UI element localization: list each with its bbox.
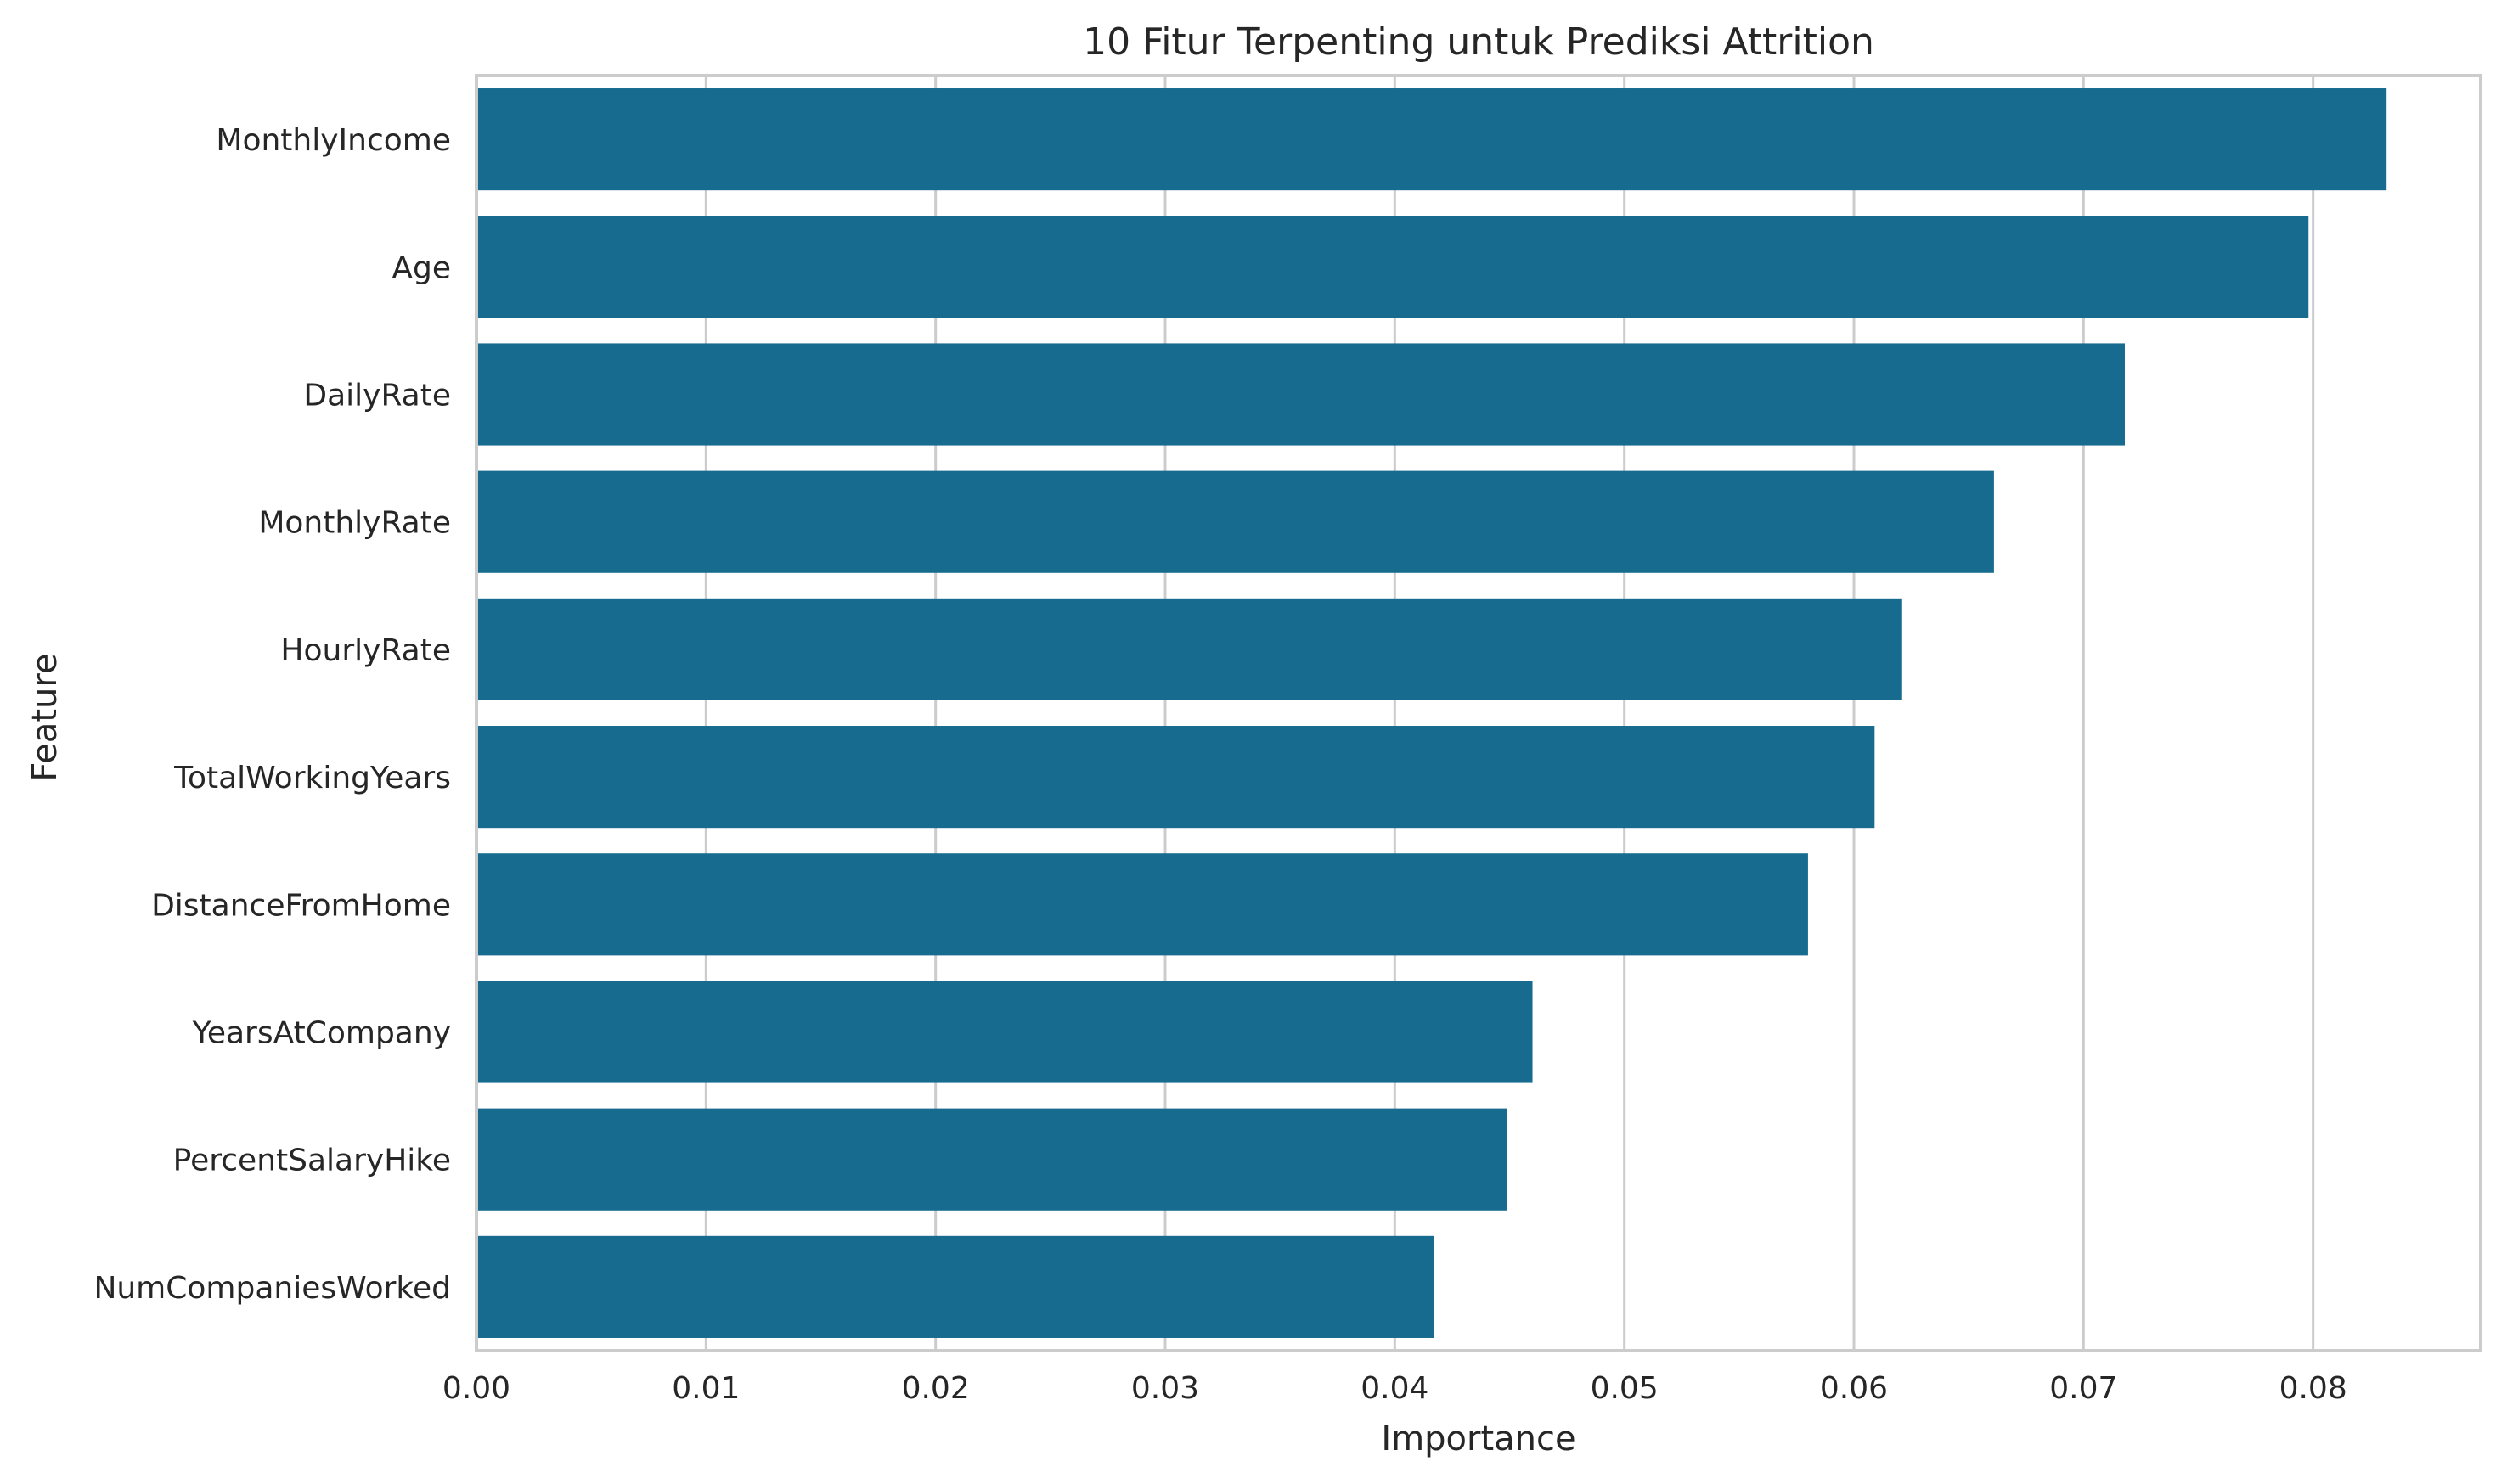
x-tick-label: 0.01: [672, 1371, 740, 1406]
x-tick-label: 0.05: [1591, 1371, 1659, 1406]
y-tick-label: MonthlyIncome: [216, 123, 451, 158]
x-tick-label: 0.00: [442, 1371, 510, 1406]
bar-monthlyincome: [476, 88, 2387, 191]
x-tick-label: 0.03: [1131, 1371, 1199, 1406]
y-tick-label: Age: [392, 250, 451, 285]
bar-totalworkingyears: [476, 726, 1875, 829]
bar-dailyrate: [476, 343, 2125, 446]
bar-distancefromhome: [476, 853, 1808, 956]
y-axis-label: Feature: [25, 653, 65, 781]
y-tick-label: HourlyRate: [280, 633, 451, 668]
bar-percentsalaryhike: [476, 1108, 1507, 1211]
bar-yearsatcompany: [476, 981, 1533, 1083]
x-tick-label: 0.04: [1361, 1371, 1428, 1406]
x-tick-label: 0.02: [902, 1371, 970, 1406]
y-tick-label: YearsAtCompany: [192, 1016, 451, 1051]
chart-title: 10 Fitur Terpenting untuk Prediksi Attri…: [1083, 20, 1874, 64]
y-tick-label: PercentSalaryHike: [173, 1144, 451, 1178]
y-tick-label: NumCompaniesWorked: [93, 1271, 451, 1306]
bar-numcompaniesworked: [476, 1235, 1434, 1338]
y-tick-label: TotalWorkingYears: [173, 761, 451, 795]
x-tick-label: 0.08: [2279, 1371, 2347, 1406]
y-tick-labels: MonthlyIncome Age DailyRate MonthlyRate Hour…: [93, 123, 451, 1306]
x-axis-label: Importance: [1381, 1419, 1575, 1459]
y-tick-label: DailyRate: [303, 379, 451, 413]
plot-frame: [475, 74, 2482, 1352]
bar-age: [476, 216, 2309, 318]
bars: [476, 88, 2387, 1338]
x-tick-label: 0.06: [1820, 1371, 1888, 1406]
x-tick-labels: 0.00 0.01 0.02 0.03 0.04 0.05 0.06 0.07 0.08: [442, 1371, 2347, 1406]
bar-monthlyrate: [476, 470, 1994, 573]
x-tick-label: 0.07: [2049, 1371, 2117, 1406]
y-tick-label: DistanceFromHome: [151, 888, 451, 923]
bar-hourlyrate: [476, 598, 1902, 700]
y-tick-label: MonthlyRate: [258, 506, 451, 541]
